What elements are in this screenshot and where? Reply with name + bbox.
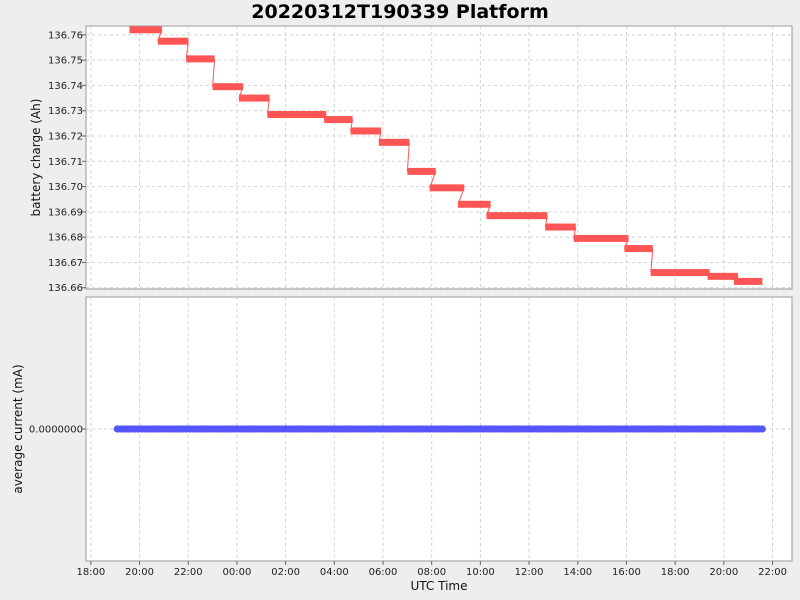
average-current-series: [113, 425, 766, 433]
y-axis-label-current: average current (mA): [11, 364, 25, 493]
plot-area-battery: [85, 25, 793, 290]
battery-charge-segment: [186, 55, 215, 63]
battery-charge-segment: [350, 127, 381, 135]
x-tick-label: 22:00: [174, 567, 203, 578]
battery-charge-segment: [324, 116, 353, 124]
battery-charge-segment: [267, 111, 327, 119]
battery-charge-segment: [407, 167, 436, 175]
y-tick-label-battery: 136.75: [48, 56, 83, 67]
battery-charge-segment: [458, 200, 491, 208]
x-tick-label: 14:00: [563, 567, 592, 578]
y-tick-label-current: 0.0000000: [29, 425, 83, 436]
battery-charge-segment: [573, 234, 629, 242]
y-tick-label-battery: 136.71: [48, 157, 83, 168]
battery-charge-segment: [545, 223, 576, 231]
battery-charge-segment: [486, 212, 548, 220]
battery-step-connector: [406, 142, 410, 172]
battery-charge-series: [129, 26, 763, 285]
x-tick-label: 20:00: [709, 567, 738, 578]
x-axis-label: UTC Time: [411, 579, 468, 593]
y-tick-label-battery: 136.72: [48, 132, 83, 143]
average-current-point: [758, 425, 766, 433]
battery-charge-segment: [238, 94, 270, 102]
x-tick-label: 18:00: [76, 567, 105, 578]
battery-charge-segment: [212, 83, 244, 91]
y-tick-label-battery: 136.74: [48, 81, 83, 92]
battery-charge-segment: [378, 138, 410, 146]
battery-charge-segment: [733, 277, 763, 285]
y-tick-label-battery: 136.70: [48, 182, 83, 193]
y-tick-label-battery: 136.69: [48, 207, 83, 218]
y-axis-label-battery: battery charge (Ah): [29, 99, 43, 217]
battery-charge-segment: [624, 245, 653, 253]
x-tick-label: 18:00: [661, 567, 690, 578]
battery-step-connector: [650, 248, 654, 273]
x-tick-label: 06:00: [369, 567, 398, 578]
y-tick-label-battery: 136.66: [48, 283, 83, 294]
battery-charge-segment: [129, 26, 162, 34]
x-tick-label: 08:00: [417, 567, 446, 578]
x-tick-label: 12:00: [515, 567, 544, 578]
y-tick-label-battery: 136.73: [48, 106, 83, 117]
y-tick-label-battery: 136.67: [48, 258, 83, 269]
battery-charge-segment: [650, 269, 710, 277]
battery-step-connector: [212, 58, 216, 87]
x-tick-label: 16:00: [612, 567, 641, 578]
x-tick-label: 04:00: [320, 567, 349, 578]
x-tick-label: 10:00: [466, 567, 495, 578]
battery-charge-segment: [429, 184, 465, 192]
x-tick-label: 22:00: [758, 567, 787, 578]
x-tick-label: 00:00: [223, 567, 252, 578]
chart-title: 20220312T190339 Platform: [251, 1, 549, 23]
y-tick-label-battery: 136.68: [48, 233, 83, 244]
x-tick-label: 20:00: [125, 567, 154, 578]
y-tick-label-battery: 136.76: [48, 30, 83, 41]
battery-charge-segment: [157, 37, 189, 45]
battery-charge-segment: [707, 272, 739, 280]
x-tick-label: 02:00: [271, 567, 300, 578]
